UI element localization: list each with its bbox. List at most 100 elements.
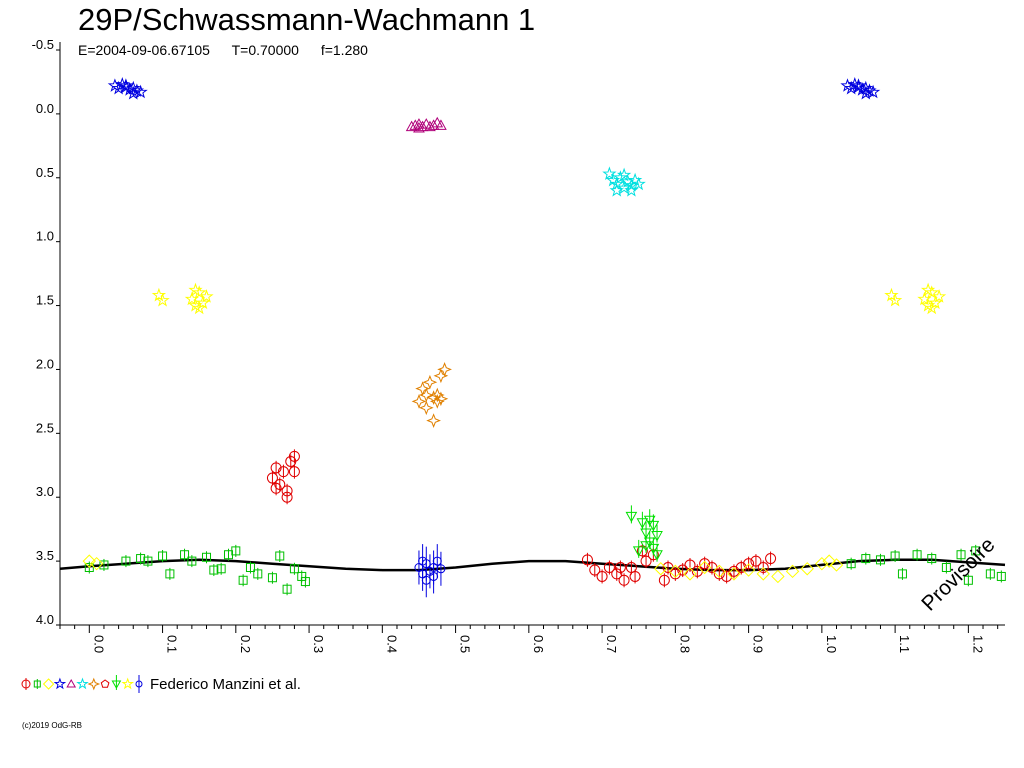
- legend-symbols: [21, 675, 143, 693]
- data-point-diamond: [815, 556, 829, 571]
- data-point-star: [920, 282, 936, 297]
- data-point-star4: [418, 400, 434, 416]
- data-point-diamond: [42, 678, 55, 690]
- data-point-diamond: [727, 567, 741, 581]
- x-tick-label: 0.2: [238, 635, 253, 653]
- data-point-star: [865, 84, 881, 99]
- series-circle-errbar: [414, 544, 446, 598]
- series-star4: [411, 362, 452, 428]
- data-point-diamond: [822, 554, 836, 568]
- series-square: [84, 544, 1006, 596]
- legend-text: Federico Manzini et al.: [150, 675, 301, 693]
- watermark-text: Provisoire: [917, 533, 999, 615]
- data-point-star: [188, 282, 203, 297]
- x-tick-label: 1.0: [824, 635, 839, 653]
- chart-subtitle: E=2004-09-06.67105 T=0.70000 f=1.280: [78, 42, 384, 58]
- y-tick-label: 2.5: [36, 420, 54, 435]
- data-point-triangle: [66, 678, 77, 688]
- x-tick-label: 0.5: [458, 635, 473, 653]
- data-point-diamond: [653, 562, 668, 576]
- data-point-star: [609, 183, 624, 197]
- data-point-star4: [415, 381, 430, 396]
- series-star: [107, 76, 881, 100]
- x-tick-label: 0.1: [165, 635, 180, 653]
- copyright-text: (c)2019 OdG-RB: [22, 721, 83, 730]
- data-point-star: [126, 85, 141, 100]
- chart-title: 29P/Schwassmann-Wachmann 1: [78, 2, 536, 37]
- data-point-star: [192, 300, 207, 315]
- data-point-diamond: [785, 564, 800, 579]
- data-point-star4: [433, 391, 449, 407]
- data-point-star: [133, 84, 148, 99]
- data-point-triangle: [431, 116, 444, 128]
- data-point-diamond: [683, 567, 697, 581]
- data-point-pentagon: [100, 679, 110, 688]
- data-point-star4: [422, 374, 438, 390]
- data-point-star: [924, 300, 939, 315]
- data-point-star4: [426, 413, 441, 428]
- data-point-diamond: [697, 560, 712, 575]
- y-tick-label: 1.0: [36, 229, 54, 244]
- data-point-diamond: [712, 564, 727, 579]
- data-point-diamond: [800, 562, 814, 576]
- data-point-star: [631, 176, 646, 191]
- data-point-star: [121, 677, 134, 690]
- data-point-star4: [411, 394, 427, 409]
- data-point-diamond: [82, 554, 97, 568]
- data-point-star4: [437, 362, 452, 377]
- data-point-star: [195, 295, 211, 310]
- data-point-star: [928, 295, 943, 310]
- model-curve: [59, 558, 1006, 572]
- data-point-star: [53, 677, 67, 690]
- x-tick-label: 0.7: [604, 635, 619, 653]
- data-point-star: [931, 289, 947, 303]
- axes: -0.5 0.0 0.5 1.0 1.5 2.0 2.5 3.0 3.5 4.0 0.0 0.1 0.2…: [32, 37, 1005, 653]
- data-points: [82, 76, 1006, 598]
- data-point-triangle: [416, 120, 429, 132]
- y-tick-label: 0.0: [36, 101, 54, 116]
- data-point-star4: [429, 394, 445, 409]
- x-tick-label: 1.1: [897, 635, 912, 653]
- data-point-triangle: [435, 119, 447, 130]
- data-point-star: [199, 289, 214, 303]
- data-point-diamond: [829, 558, 844, 572]
- data-point-star: [602, 166, 617, 181]
- data-point-star: [851, 78, 866, 92]
- data-point-star: [887, 292, 903, 307]
- data-point-diamond: [756, 567, 770, 581]
- period-label: T=0.70000: [231, 42, 299, 58]
- x-tick-label: 0.6: [531, 635, 546, 653]
- x-tick-label: 0.9: [751, 635, 766, 653]
- data-point-star: [155, 292, 170, 307]
- x-tick-label: 0.0: [91, 635, 106, 653]
- series-triangle-down: [625, 505, 663, 562]
- data-point-star: [609, 176, 624, 191]
- y-tick-label: 3.0: [36, 484, 54, 499]
- data-point-star: [118, 78, 134, 92]
- data-point-diamond: [741, 563, 756, 577]
- epoch-label: E=2004-09-06.67105: [78, 42, 210, 58]
- data-point-diamond: [771, 569, 785, 584]
- x-tick-label: 0.4: [384, 635, 399, 653]
- y-tick-label: 2.0: [36, 356, 54, 371]
- data-point-star: [76, 677, 89, 690]
- series-star: [151, 282, 947, 315]
- legend: Federico Manzini et al.: [20, 675, 301, 693]
- data-point-star: [151, 287, 167, 302]
- y-tick-label: -0.5: [32, 37, 54, 52]
- data-point-triangle: [413, 118, 425, 129]
- data-point-star: [884, 287, 899, 302]
- series-star: [602, 166, 646, 197]
- x-tick-label: 0.8: [677, 635, 692, 653]
- data-point-triangle: [427, 119, 440, 130]
- data-point-star: [616, 167, 632, 182]
- y-tick-label: 3.5: [36, 548, 54, 563]
- data-point-star4: [87, 677, 101, 691]
- x-tick-label: 0.3: [311, 635, 326, 653]
- series-triangle: [405, 116, 447, 133]
- data-point-diamond: [89, 556, 104, 571]
- x-tick-label: 1.2: [970, 635, 985, 653]
- data-point-star4: [433, 368, 449, 384]
- data-point-triangle: [405, 120, 418, 132]
